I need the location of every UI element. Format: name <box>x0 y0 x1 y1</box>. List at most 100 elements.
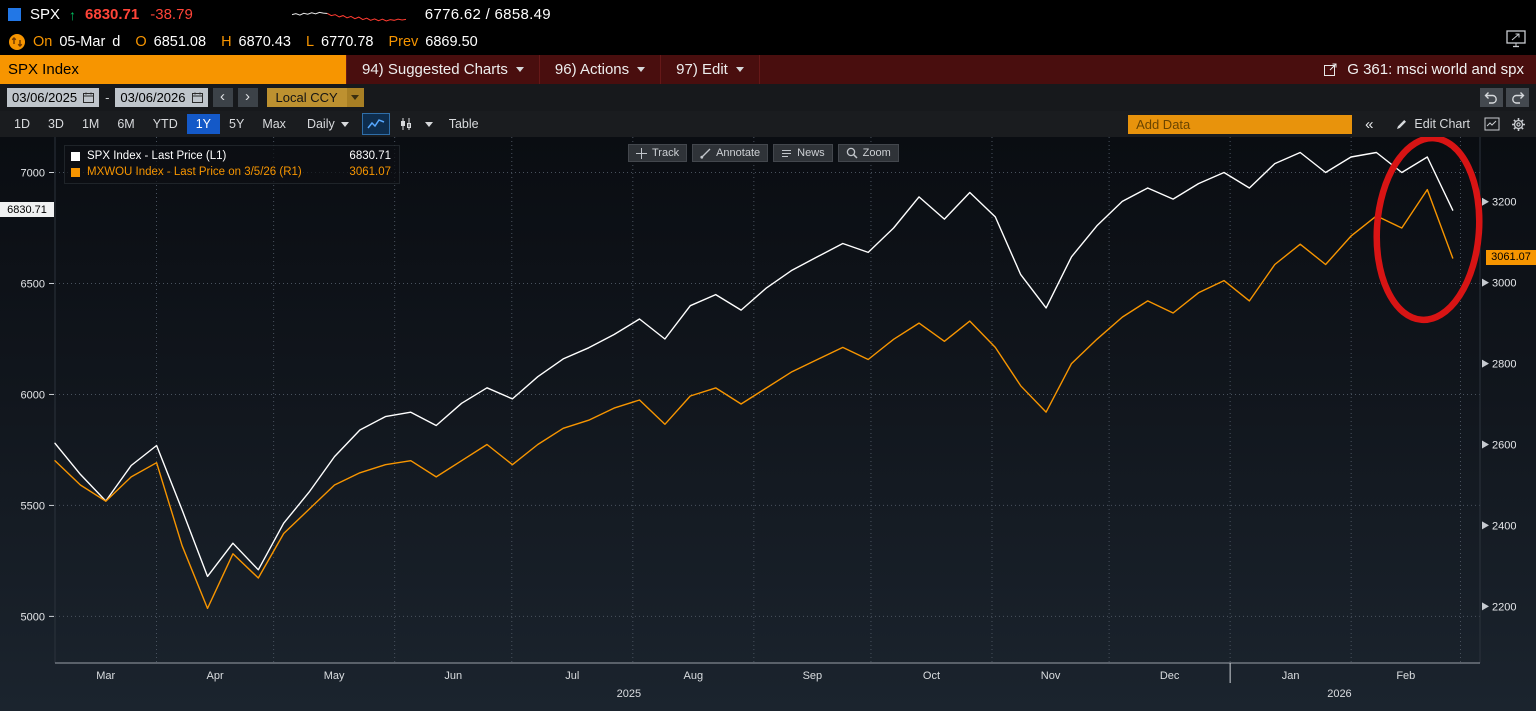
range-tab-ytd[interactable]: YTD <box>152 117 178 131</box>
chevron-down-icon <box>351 95 360 100</box>
open-in-window-icon[interactable] <box>1323 62 1338 77</box>
chart-title-area: G 361: msci world and spx <box>1323 55 1536 84</box>
chart-type-dropdown[interactable] <box>421 114 437 134</box>
menu-label: 96) Actions <box>554 61 630 78</box>
range-tab-1d[interactable]: 1D <box>14 117 30 131</box>
chart-legend: SPX Index - Last Price (L1) 6830.71 MXWO… <box>64 145 400 184</box>
calendar-icon[interactable] <box>83 92 95 103</box>
menu-label: 94) Suggested Charts <box>362 61 508 78</box>
annotate-button[interactable]: Annotate <box>692 144 769 162</box>
line-chart-type-button[interactable] <box>361 113 390 135</box>
collapse-panel-button[interactable]: « <box>1365 115 1374 133</box>
series-swatch-mxwou <box>71 167 80 177</box>
intraday-sparkline <box>291 11 406 22</box>
high-label: H <box>221 34 232 50</box>
series-swatch-spx <box>71 151 80 161</box>
security-color-swatch <box>8 8 21 21</box>
currency-value: Local CCY <box>275 90 338 105</box>
news-button[interactable]: News <box>773 144 833 162</box>
price-chart[interactable]: Mar Apr May Jun Jul Aug Sep Oct Nov Dec Jan Feb 7000… <box>0 137 1536 711</box>
frequency-value: Daily <box>306 117 335 131</box>
svg-text:Feb: Feb <box>1396 670 1415 682</box>
security-input[interactable] <box>0 55 346 84</box>
streaming-status-icon <box>9 34 25 50</box>
range-tab-1y[interactable]: 1Y <box>186 114 221 134</box>
gear-icon[interactable] <box>1505 114 1531 134</box>
svg-text:Jul: Jul <box>565 670 579 682</box>
date-range-bar: 03/06/2025 - 03/06/2026 ‹ › Local CCY <box>0 84 1536 111</box>
news-icon <box>782 149 792 157</box>
low-label: L <box>305 34 315 50</box>
range-tab-6m[interactable]: 6M <box>117 117 135 131</box>
svg-text:3000: 3000 <box>1492 278 1516 290</box>
day-low: 6776.62 <box>424 6 482 23</box>
monitor-icon[interactable] <box>1506 30 1528 53</box>
svg-text:2025: 2025 <box>617 688 641 700</box>
calendar-icon[interactable] <box>191 92 203 103</box>
currency-select[interactable]: Local CCY <box>266 88 364 107</box>
svg-text:Oct: Oct <box>923 670 940 682</box>
svg-text:Nov: Nov <box>1041 670 1061 682</box>
svg-text:7000: 7000 <box>21 168 45 180</box>
menu-edit[interactable]: 97) Edit <box>661 55 760 84</box>
prev-period-button[interactable]: ‹ <box>212 88 233 107</box>
history-buttons <box>1480 88 1529 107</box>
date-separator: - <box>105 90 110 105</box>
day-range: 6776.62 / 6858.49 <box>425 6 551 23</box>
chart-edit-icon[interactable] <box>1479 114 1505 134</box>
svg-text:2600: 2600 <box>1492 440 1516 452</box>
svg-text:6000: 6000 <box>21 389 45 401</box>
chart-area[interactable]: Mar Apr May Jun Jul Aug Sep Oct Nov Dec Jan Feb 7000… <box>0 137 1536 711</box>
table-button[interactable]: Table <box>448 117 479 131</box>
ohlc-date: 05-Mar <box>59 34 106 50</box>
start-date-input[interactable]: 03/06/2025 <box>7 88 100 107</box>
chevron-down-icon <box>735 67 744 72</box>
open-label: O <box>135 34 147 50</box>
high-value: 6870.43 <box>238 34 291 50</box>
legend-value-mxwou: 3061.07 <box>349 166 391 178</box>
range-tab-5y[interactable]: 5Y <box>229 117 245 131</box>
undo-button[interactable] <box>1480 88 1503 107</box>
zoom-button[interactable]: Zoom <box>837 144 899 162</box>
svg-text:2400: 2400 <box>1492 520 1516 532</box>
svg-text:5500: 5500 <box>21 500 45 512</box>
edit-chart-button[interactable]: Edit Chart <box>1386 117 1479 131</box>
pencil-icon <box>1397 119 1407 129</box>
menu-actions[interactable]: 96) Actions <box>540 55 662 84</box>
range-tab-max[interactable]: Max <box>262 117 286 131</box>
candlestick-chart-type-button[interactable] <box>393 114 419 134</box>
svg-text:2026: 2026 <box>1327 688 1351 700</box>
menu-suggested-charts[interactable]: 94) Suggested Charts <box>346 55 540 84</box>
candlestick-icon <box>400 118 411 130</box>
prev-value: 6869.50 <box>425 34 478 50</box>
currency-dropdown[interactable] <box>346 88 364 107</box>
add-data-input[interactable]: Add Data <box>1128 114 1353 134</box>
on-label: On <box>33 34 53 50</box>
chevron-down-icon <box>637 67 646 72</box>
legend-row-spx[interactable]: SPX Index - Last Price (L1) 6830.71 <box>71 148 391 164</box>
low-value: 6770.78 <box>321 34 374 50</box>
quote-bar: SPX ↑ 6830.71 -38.79 6776.62 / 6858.49 <box>0 0 1536 29</box>
frequency-select[interactable]: Daily <box>295 117 361 131</box>
menu-bar: 94) Suggested Charts 96) Actions 97) Edi… <box>0 55 1536 84</box>
range-separator: / <box>485 6 491 23</box>
zoom-label: Zoom <box>862 147 891 159</box>
line-chart-icon <box>367 119 385 129</box>
range-tab-1m[interactable]: 1M <box>81 117 100 131</box>
range-tab-3d[interactable]: 3D <box>47 117 64 131</box>
redo-icon <box>1512 91 1525 104</box>
start-date-value: 03/06/2025 <box>12 90 78 105</box>
svg-text:6500: 6500 <box>21 278 45 290</box>
crosshair-icon <box>636 147 647 159</box>
chevron-down-icon <box>424 121 433 127</box>
end-date-value: 03/06/2026 <box>120 90 186 105</box>
annotate-icon <box>700 148 711 159</box>
track-label: Track <box>652 147 680 159</box>
legend-row-mxwou[interactable]: MXWOU Index - Last Price on 3/5/26 (R1) … <box>71 164 391 180</box>
end-date-input[interactable]: 03/06/2026 <box>115 88 208 107</box>
track-button[interactable]: Track <box>628 144 688 162</box>
redo-button[interactable] <box>1506 88 1529 107</box>
next-period-button[interactable]: › <box>237 88 258 107</box>
menu-label: 97) Edit <box>676 61 728 78</box>
svg-text:Apr: Apr <box>207 670 224 682</box>
